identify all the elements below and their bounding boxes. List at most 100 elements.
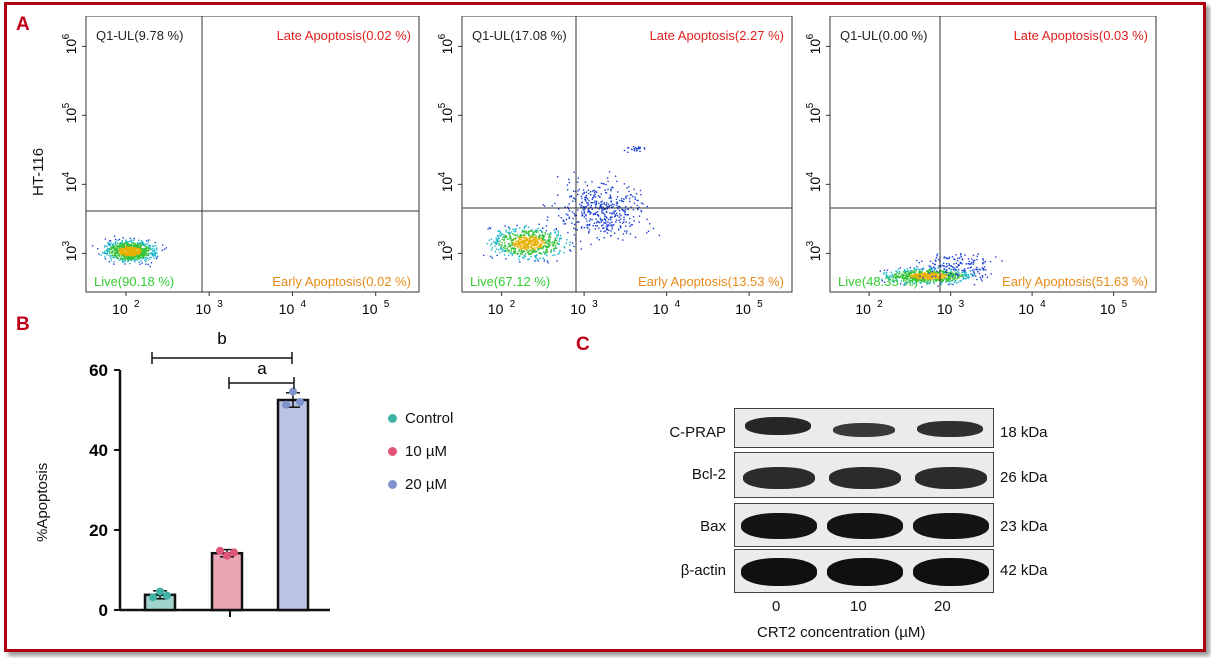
event-dot bbox=[128, 249, 130, 251]
event-dot bbox=[141, 253, 143, 255]
event-dot bbox=[938, 277, 940, 279]
event-dot bbox=[139, 247, 141, 250]
event-dot bbox=[131, 248, 133, 250]
event-dot bbox=[908, 271, 910, 274]
legend-label: 20 µM bbox=[405, 476, 447, 493]
event-dot bbox=[142, 243, 144, 246]
event-dot bbox=[629, 200, 631, 203]
event-dot bbox=[120, 257, 122, 259]
event-dot bbox=[503, 239, 505, 241]
event-dot bbox=[110, 246, 112, 249]
event-dot bbox=[513, 234, 515, 236]
event-dot bbox=[521, 238, 523, 241]
event-dot bbox=[548, 245, 550, 248]
event-dot bbox=[516, 253, 519, 255]
event-dot bbox=[549, 244, 551, 246]
event-dot bbox=[627, 214, 629, 216]
event-dot bbox=[124, 249, 127, 251]
event-dot bbox=[967, 267, 969, 269]
event-dot bbox=[556, 260, 558, 262]
event-dot bbox=[586, 184, 589, 187]
event-dot bbox=[145, 256, 147, 259]
event-dot bbox=[920, 282, 922, 284]
event-dot bbox=[948, 272, 950, 275]
event-dot bbox=[917, 276, 919, 278]
event-dot bbox=[499, 240, 501, 242]
event-dot bbox=[518, 256, 520, 258]
event-dot bbox=[563, 246, 565, 248]
event-dot bbox=[537, 246, 539, 249]
event-dot bbox=[501, 250, 503, 253]
event-dot bbox=[132, 250, 135, 253]
event-dot bbox=[622, 239, 624, 241]
event-dot bbox=[553, 242, 556, 244]
event-dot bbox=[587, 198, 589, 200]
event-dot bbox=[600, 201, 602, 203]
event-dot bbox=[640, 210, 643, 213]
event-dot bbox=[935, 260, 937, 262]
event-dot bbox=[534, 243, 536, 246]
event-dot bbox=[915, 259, 918, 262]
event-dot bbox=[542, 234, 544, 236]
event-dot bbox=[132, 256, 134, 258]
event-dot bbox=[940, 277, 942, 279]
event-dot bbox=[504, 244, 506, 246]
x-tick-exponent: 5 bbox=[1122, 299, 1128, 310]
event-dot bbox=[125, 258, 128, 260]
event-dot bbox=[118, 247, 120, 250]
event-dot bbox=[598, 239, 600, 241]
event-dot bbox=[546, 240, 549, 242]
event-dot bbox=[571, 242, 574, 244]
event-dot bbox=[535, 250, 537, 252]
event-dot bbox=[146, 243, 148, 245]
event-dot bbox=[946, 274, 948, 276]
event-dot bbox=[558, 252, 560, 254]
event-dot bbox=[558, 243, 560, 245]
event-dot bbox=[580, 204, 582, 207]
event-dot bbox=[559, 237, 561, 240]
event-dot bbox=[927, 279, 929, 282]
event-dot bbox=[959, 261, 962, 264]
quadrant-label: Q1-UL(9.78 %) bbox=[96, 28, 183, 43]
event-dot bbox=[143, 254, 145, 257]
event-dot bbox=[893, 281, 895, 283]
event-dot bbox=[144, 247, 146, 250]
event-dot bbox=[132, 249, 134, 252]
event-dot bbox=[554, 246, 557, 248]
event-dot bbox=[613, 212, 615, 215]
event-dot bbox=[499, 232, 502, 234]
event-dot bbox=[537, 236, 540, 238]
event-dot bbox=[944, 274, 946, 277]
event-dot bbox=[149, 265, 151, 268]
event-dot bbox=[924, 279, 927, 281]
event-dot bbox=[493, 240, 495, 243]
event-dot bbox=[558, 240, 560, 242]
event-dot bbox=[145, 252, 147, 255]
event-dot bbox=[907, 274, 909, 276]
y-tick-label: 104 bbox=[805, 171, 823, 192]
event-dot bbox=[153, 250, 156, 252]
event-dot bbox=[600, 219, 602, 221]
event-dot bbox=[637, 199, 639, 202]
sig-label: b bbox=[217, 329, 226, 348]
event-dot bbox=[553, 229, 555, 231]
event-dot bbox=[912, 278, 914, 280]
event-dot bbox=[972, 254, 975, 256]
event-dot bbox=[156, 252, 158, 254]
event-dot bbox=[141, 240, 143, 242]
event-dot bbox=[629, 217, 631, 220]
event-dot bbox=[491, 247, 493, 249]
event-dot bbox=[144, 244, 147, 246]
event-dot bbox=[509, 233, 511, 235]
event-dot bbox=[107, 242, 109, 244]
event-dot bbox=[910, 276, 913, 278]
event-dot bbox=[971, 261, 973, 264]
event-dot bbox=[559, 234, 562, 237]
event-dot bbox=[110, 255, 112, 257]
event-dot bbox=[503, 250, 506, 252]
event-dot bbox=[573, 213, 575, 215]
event-dot bbox=[499, 235, 502, 237]
event-dot bbox=[595, 190, 597, 193]
event-dot bbox=[154, 253, 157, 255]
event-dot bbox=[583, 227, 586, 229]
